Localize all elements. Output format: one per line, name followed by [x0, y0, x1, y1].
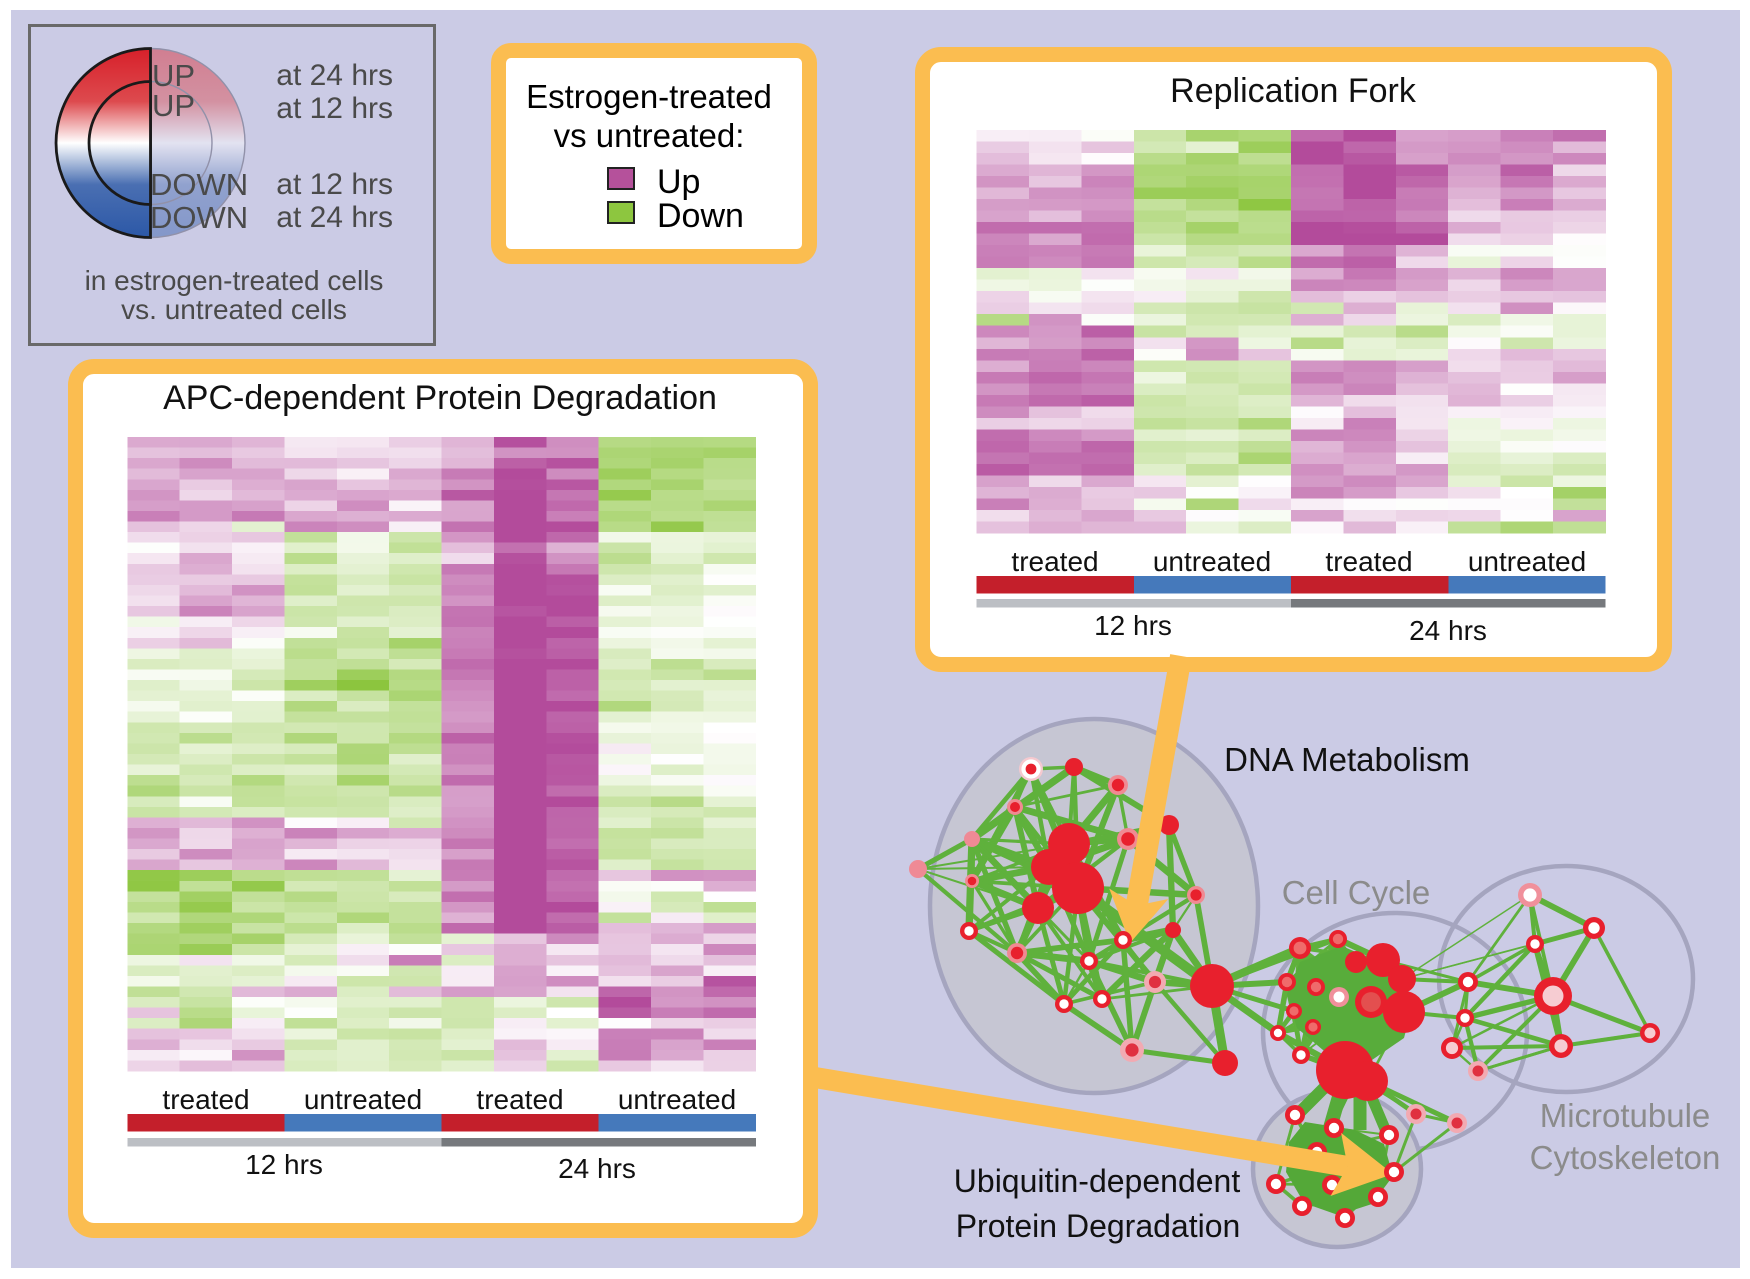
- svg-text:Cell Cycle: Cell Cycle: [1282, 874, 1431, 911]
- svg-text:Ubiquitin-dependent: Ubiquitin-dependent: [954, 1163, 1241, 1199]
- svg-text:DNA Metabolism: DNA Metabolism: [1224, 741, 1470, 778]
- svg-text:Cytoskeleton: Cytoskeleton: [1530, 1139, 1721, 1176]
- svg-text:Microtubule: Microtubule: [1540, 1097, 1711, 1134]
- svg-text:Protein Degradation: Protein Degradation: [956, 1208, 1241, 1244]
